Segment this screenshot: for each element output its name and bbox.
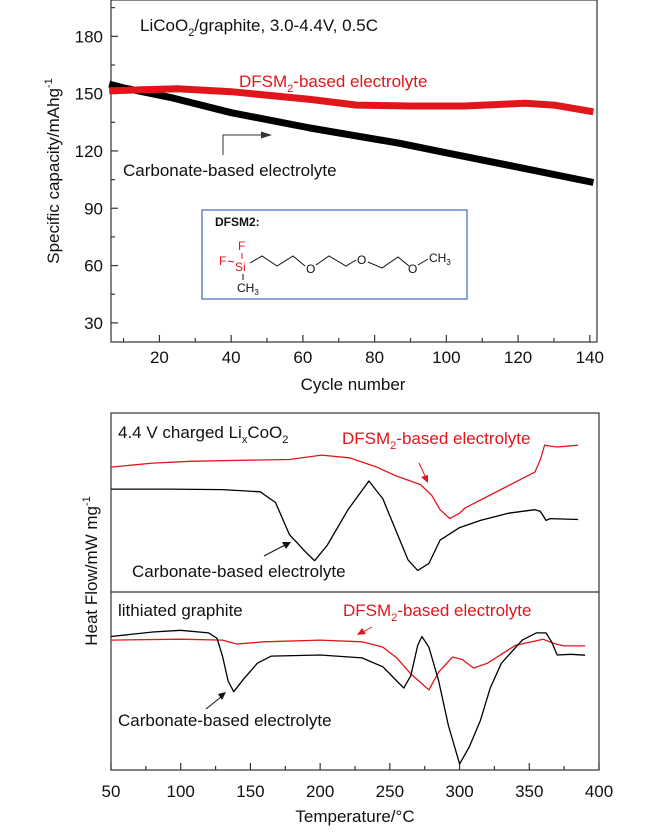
ethylene-bridge-1 — [315, 255, 357, 267]
graphite-carbonate-arrow — [205, 696, 222, 710]
atom-f-left: F — [219, 254, 226, 268]
lco-dfsm2-arrowhead — [421, 475, 428, 483]
temp-tick-label-300: 300 — [445, 782, 473, 801]
temp-tick-label-200: 200 — [306, 782, 334, 801]
atom-si: Si — [235, 260, 246, 274]
y-tick-label-60: 60 — [84, 257, 103, 276]
carbonate-annotation-arrow-line — [222, 134, 262, 155]
dsc-series — [110, 444, 586, 765]
bond-o-ch3 — [417, 258, 429, 266]
dsc-ticks: 50 100 150 200 250 300 350 400 — [102, 763, 613, 801]
dsc-line-4-4-v-charged-lixcoo2-dfsm2-based-electrolyte — [110, 444, 579, 520]
x-tick-label-140: 140 — [576, 348, 604, 367]
capacity-ticks: 20 40 60 80 100 120 140 30 60 90 120 150 180 — [75, 7, 604, 367]
x-tick-label-120: 120 — [504, 348, 532, 367]
atom-o3: O — [408, 262, 417, 276]
temp-tick-label-400: 400 — [585, 782, 613, 801]
x-tick-label-20: 20 — [150, 348, 169, 367]
lco-carbonate-label: Carbonate-based electrolyte — [132, 562, 346, 581]
y-tick-label-30: 30 — [84, 314, 103, 333]
dsc-chart: 50 100 150 200 250 300 350 400 4.4 V charged Li… — [81, 412, 613, 826]
inset-title: DFSM2: — [215, 215, 260, 229]
y-tick-label-90: 90 — [84, 199, 103, 218]
atom-ch3-end: CH3 — [429, 251, 451, 267]
graphite-dfsm2-label: DFSM2-based electrolyte — [343, 601, 531, 624]
atom-ch3-bottom: CH3 — [237, 281, 259, 297]
dsc-line-lithiated-graphite-carbonate-based-electrolyte — [110, 629, 586, 765]
dsc-line-lithiated-graphite-dfsm2-based-electrolyte — [110, 638, 586, 691]
atom-o1: O — [306, 262, 315, 276]
temp-tick-label-150: 150 — [236, 782, 264, 801]
temp-tick-label-50: 50 — [102, 782, 121, 801]
series-line-dfsm2-based-electrolyte — [109, 85, 594, 116]
ethylene-bridge-2 — [367, 256, 410, 269]
alkyl-ether-chain — [249, 255, 306, 267]
y-tick-label-150: 150 — [75, 85, 103, 104]
atom-o2: O — [357, 253, 366, 267]
x-tick-label-40: 40 — [222, 348, 241, 367]
graphite-carbonate-label: Carbonate-based electrolyte — [118, 711, 332, 730]
atom-f-top: F — [238, 239, 245, 253]
dfsm2-structure-inset: DFSM2: F F Si CH3 O O O CH3 — [201, 209, 468, 300]
x-tick-label-100: 100 — [432, 348, 460, 367]
condition-annotation: LiCoO2/graphite, 3.0-4.4V, 0.5C — [140, 16, 378, 39]
graphite-carbonate-arrowhead — [218, 692, 226, 700]
lco-dfsm2-arrow — [418, 462, 427, 479]
inset-frame — [201, 209, 468, 300]
dsc-line-4-4-v-charged-lixcoo2-carbonate-based-electrolyte — [111, 480, 579, 572]
y-tick-label-120: 120 — [75, 142, 103, 161]
temp-tick-label-250: 250 — [376, 782, 404, 801]
temp-tick-label-100: 100 — [167, 782, 195, 801]
graphite-panel-label: lithiated graphite — [118, 601, 243, 620]
carbonate-series-label: Carbonate-based electrolyte — [123, 161, 337, 180]
carbonate-annotation-arrowhead — [261, 131, 272, 139]
capacity-chart: 20 40 60 80 100 120 140 30 60 90 120 150 180 LiCoO2/… — [43, 0, 604, 394]
capacity-series — [108, 80, 595, 186]
x-tick-label-80: 80 — [365, 348, 384, 367]
graphite-dfsm2-arrowhead — [357, 628, 366, 635]
lco-carbonate-arrow — [263, 544, 286, 557]
temp-tick-label-350: 350 — [515, 782, 543, 801]
dfsm2-molecule: F F Si CH3 O O O CH3 — [219, 239, 451, 297]
capacity-x-axis-label: Cycle number — [301, 375, 406, 394]
lco-panel-label: 4.4 V charged LixCoO2 — [118, 423, 288, 446]
bond-si-f-left — [227, 260, 235, 263]
capacity-plot-frame — [110, 0, 598, 343]
capacity-y-axis-label: Specific capacity/mAhg-1 — [43, 78, 63, 264]
graphite-dfsm2-arrow — [362, 626, 373, 633]
x-tick-label-60: 60 — [293, 348, 312, 367]
dsc-x-axis-label: Temperature/°C — [295, 807, 414, 826]
dfsm2-series-label: DFSM2-based electrolyte — [239, 72, 427, 95]
lco-carbonate-arrowhead — [282, 542, 291, 549]
lco-dfsm2-label: DFSM2-based electrolyte — [342, 429, 530, 452]
y-tick-label-180: 180 — [75, 27, 103, 46]
dsc-y-axis-label: Heat Flow/mW mg-1 — [81, 496, 101, 646]
